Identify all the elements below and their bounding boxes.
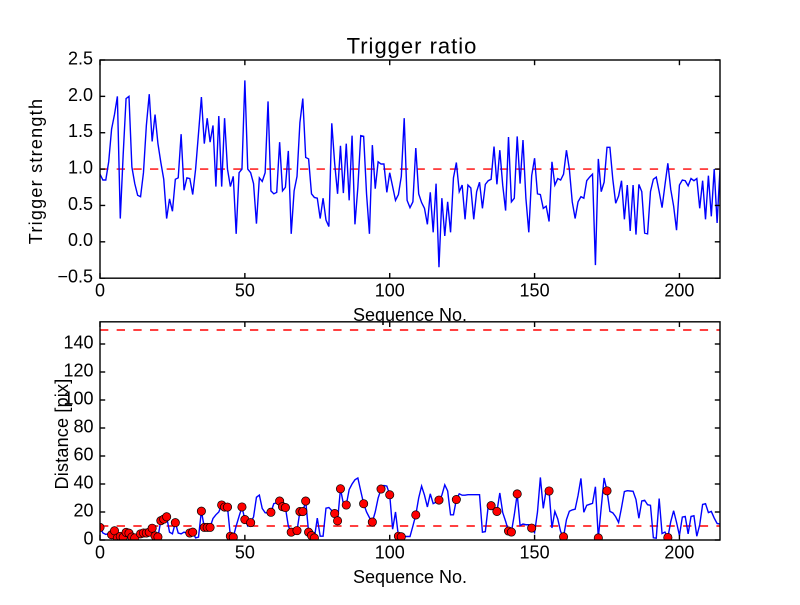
svg-text:150: 150 xyxy=(520,281,550,301)
svg-text:1.0: 1.0 xyxy=(68,157,93,177)
svg-text:2.0: 2.0 xyxy=(68,85,93,105)
svg-text:50: 50 xyxy=(235,542,255,562)
svg-text:0.0: 0.0 xyxy=(68,230,93,250)
svg-text:Trigger ratio: Trigger ratio xyxy=(347,34,478,59)
svg-text:40: 40 xyxy=(73,472,93,492)
svg-text:200: 200 xyxy=(664,542,694,562)
svg-text:200: 200 xyxy=(664,281,694,301)
svg-text:140: 140 xyxy=(63,332,93,352)
svg-text:80: 80 xyxy=(73,416,93,436)
svg-text:50: 50 xyxy=(235,281,255,301)
svg-text:150: 150 xyxy=(520,542,550,562)
svg-text:−0.5: −0.5 xyxy=(57,267,93,287)
svg-text:100: 100 xyxy=(375,281,405,301)
svg-text:Trigger strength: Trigger strength xyxy=(26,98,46,244)
svg-text:20: 20 xyxy=(73,500,93,520)
svg-text:0: 0 xyxy=(83,528,93,548)
svg-text:0.5: 0.5 xyxy=(68,194,93,214)
svg-text:Sequence No.: Sequence No. xyxy=(353,567,467,587)
svg-text:60: 60 xyxy=(73,444,93,464)
svg-text:100: 100 xyxy=(63,388,93,408)
svg-text:100: 100 xyxy=(375,542,405,562)
svg-text:0: 0 xyxy=(95,542,105,562)
svg-text:1.5: 1.5 xyxy=(68,121,93,141)
svg-text:120: 120 xyxy=(63,360,93,380)
svg-text:Sequence No.: Sequence No. xyxy=(353,305,467,325)
svg-text:Distance [pix]: Distance [pix] xyxy=(52,379,72,490)
svg-text:2.5: 2.5 xyxy=(68,48,93,68)
svg-text:0: 0 xyxy=(95,281,105,301)
